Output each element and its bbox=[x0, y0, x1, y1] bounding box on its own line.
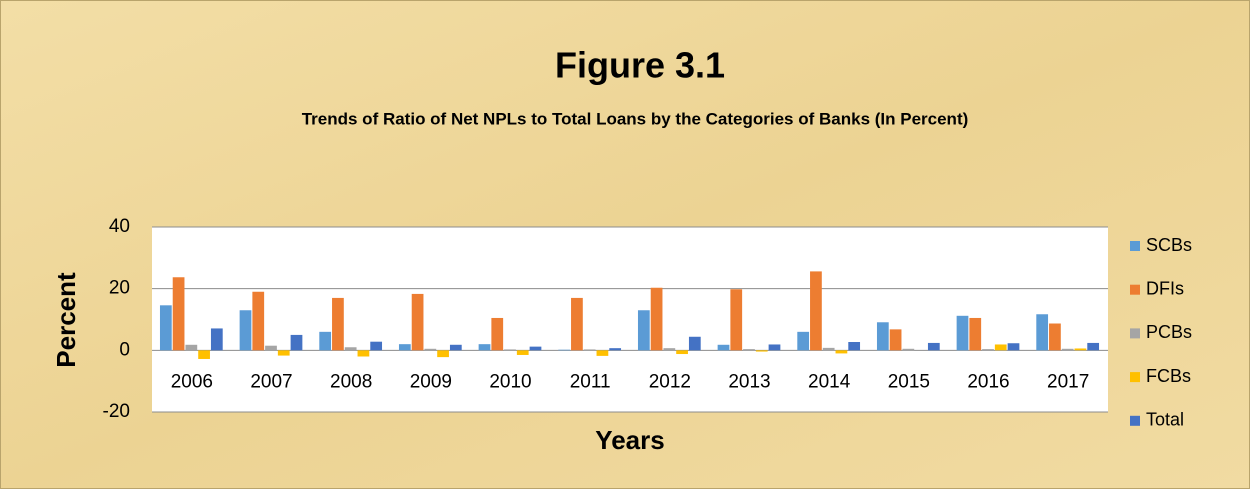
bar bbox=[609, 348, 622, 351]
bar bbox=[491, 317, 504, 351]
bar bbox=[529, 346, 542, 351]
bar bbox=[637, 310, 650, 351]
legend-label: SCBs bbox=[1146, 235, 1192, 255]
bar bbox=[969, 317, 982, 351]
chart-title: Figure 3.1 bbox=[555, 45, 725, 86]
y-tick-label: 20 bbox=[109, 278, 130, 299]
bar bbox=[902, 348, 915, 351]
bar bbox=[290, 334, 303, 351]
bar bbox=[424, 348, 437, 351]
bar bbox=[370, 341, 383, 351]
bar bbox=[1074, 348, 1087, 351]
legend-label: Total bbox=[1146, 410, 1184, 430]
bar bbox=[994, 344, 1007, 351]
bar bbox=[768, 344, 781, 351]
bar bbox=[398, 344, 411, 351]
bar bbox=[159, 305, 172, 351]
bar bbox=[344, 347, 357, 351]
bar bbox=[663, 348, 676, 351]
bar bbox=[478, 344, 491, 351]
bar bbox=[1036, 314, 1049, 351]
bar bbox=[357, 350, 370, 357]
chart-subtitle: Trends of Ratio of Net NPLs to Total Loa… bbox=[302, 109, 969, 128]
x-tick-label: 2014 bbox=[808, 371, 851, 392]
legend-label: DFIs bbox=[1146, 278, 1184, 298]
bar bbox=[1087, 342, 1100, 351]
bar bbox=[277, 350, 290, 356]
x-tick-label: 2017 bbox=[1047, 371, 1089, 392]
legend-swatch bbox=[1130, 284, 1140, 295]
bar bbox=[956, 315, 969, 351]
bar bbox=[755, 350, 768, 352]
bar bbox=[198, 350, 210, 359]
x-tick-label: 2011 bbox=[570, 371, 611, 392]
x-tick-label: 2008 bbox=[330, 371, 372, 392]
bar bbox=[172, 277, 185, 351]
bar bbox=[558, 349, 571, 351]
bar bbox=[265, 345, 277, 351]
bar bbox=[650, 287, 663, 351]
y-tick-label: 0 bbox=[119, 339, 130, 360]
bar bbox=[1061, 348, 1074, 351]
x-tick-label: 2015 bbox=[888, 371, 930, 392]
bar bbox=[797, 331, 810, 351]
bar bbox=[1007, 343, 1020, 351]
y-tick-label: -20 bbox=[103, 401, 130, 422]
bar bbox=[185, 344, 198, 351]
x-tick-label: 2007 bbox=[250, 371, 292, 392]
bar bbox=[676, 350, 688, 355]
legend-swatch bbox=[1130, 328, 1140, 339]
bar bbox=[319, 331, 332, 351]
legend-swatch bbox=[1130, 241, 1140, 251]
bar bbox=[822, 347, 835, 351]
x-tick-label: 2012 bbox=[649, 371, 691, 392]
bar bbox=[688, 336, 701, 351]
legend-swatch bbox=[1130, 415, 1140, 426]
plot-area bbox=[152, 227, 1108, 412]
bar bbox=[889, 329, 902, 351]
bar bbox=[810, 271, 822, 351]
bar bbox=[1049, 323, 1061, 351]
legend-swatch bbox=[1130, 372, 1140, 383]
x-tick-label: 2006 bbox=[171, 371, 213, 392]
bar bbox=[210, 328, 223, 351]
x-axis-label: Years bbox=[595, 425, 664, 455]
bar bbox=[583, 349, 596, 351]
bar bbox=[848, 342, 861, 351]
x-tick-label: 2013 bbox=[728, 371, 770, 392]
bar bbox=[516, 350, 529, 355]
bar bbox=[717, 344, 730, 351]
y-axis-label: Percent bbox=[51, 272, 81, 368]
bar bbox=[730, 289, 743, 351]
legend-label: FCBs bbox=[1146, 366, 1191, 386]
bar bbox=[504, 349, 516, 351]
legend-label: PCBs bbox=[1146, 322, 1192, 342]
bar bbox=[252, 291, 265, 351]
bar bbox=[982, 349, 994, 351]
bar bbox=[449, 344, 462, 351]
bar bbox=[743, 349, 755, 351]
x-tick-label: 2016 bbox=[967, 371, 1009, 392]
bar bbox=[437, 350, 449, 358]
x-tick-label: 2010 bbox=[489, 371, 531, 392]
bar bbox=[835, 350, 848, 354]
bar bbox=[927, 342, 940, 351]
bar bbox=[239, 310, 252, 351]
bar bbox=[332, 297, 344, 351]
bar bbox=[411, 293, 424, 351]
y-tick-label: 40 bbox=[109, 216, 130, 237]
bar bbox=[596, 350, 609, 356]
x-tick-label: 2009 bbox=[410, 371, 452, 392]
bar bbox=[571, 297, 583, 351]
bar bbox=[876, 322, 889, 351]
